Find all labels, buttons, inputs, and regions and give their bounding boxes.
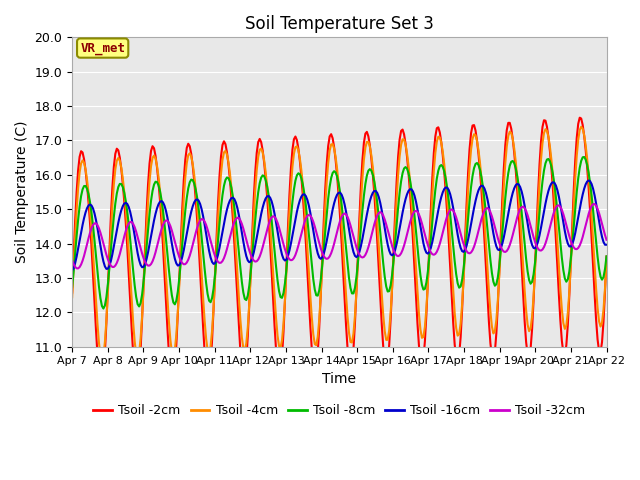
Title: Soil Temperature Set 3: Soil Temperature Set 3 — [245, 15, 434, 33]
Legend: Tsoil -2cm, Tsoil -4cm, Tsoil -8cm, Tsoil -16cm, Tsoil -32cm: Tsoil -2cm, Tsoil -4cm, Tsoil -8cm, Tsoi… — [88, 399, 590, 422]
Line: Tsoil -2cm: Tsoil -2cm — [72, 118, 607, 385]
Tsoil -32cm — [135, 240, 143, 246]
Tsoil -4cm — [577, 124, 585, 130]
Tsoil -2cm — [247, 265, 255, 271]
Tsoil -2cm — [68, 290, 76, 296]
Tsoil -16cm — [585, 178, 593, 183]
Line: Tsoil -32cm: Tsoil -32cm — [72, 204, 607, 268]
Tsoil -32cm — [603, 237, 611, 243]
Y-axis label: Soil Temperature (C): Soil Temperature (C) — [15, 121, 29, 263]
Tsoil -4cm — [98, 358, 106, 363]
Tsoil -32cm — [74, 265, 82, 271]
Tsoil -8cm — [574, 176, 582, 181]
Tsoil -2cm — [135, 368, 143, 374]
Tsoil -16cm — [228, 195, 236, 201]
Tsoil -8cm — [100, 306, 108, 312]
Tsoil -16cm — [134, 251, 141, 256]
Line: Tsoil -4cm: Tsoil -4cm — [72, 127, 607, 360]
Tsoil -32cm — [68, 257, 76, 263]
Tsoil -8cm — [580, 154, 588, 160]
Tsoil -8cm — [229, 193, 237, 199]
Tsoil -16cm — [245, 259, 253, 265]
Tsoil -2cm — [574, 121, 582, 127]
Tsoil -32cm — [574, 245, 582, 251]
Tsoil -16cm — [68, 268, 76, 274]
Tsoil -32cm — [256, 253, 264, 259]
Tsoil -8cm — [303, 216, 311, 222]
X-axis label: Time: Time — [323, 372, 356, 386]
Tsoil -4cm — [256, 147, 264, 153]
Tsoil -32cm — [591, 201, 598, 207]
Text: VR_met: VR_met — [80, 42, 125, 55]
Tsoil -32cm — [229, 223, 237, 229]
Tsoil -16cm — [302, 193, 310, 199]
Tsoil -16cm — [254, 227, 262, 232]
Tsoil -4cm — [574, 137, 582, 143]
Tsoil -4cm — [68, 294, 76, 300]
Tsoil -8cm — [247, 269, 255, 275]
Tsoil -16cm — [573, 223, 580, 228]
Tsoil -2cm — [229, 216, 237, 222]
Tsoil -4cm — [603, 258, 611, 264]
Tsoil -8cm — [135, 303, 143, 309]
Tsoil -2cm — [98, 383, 106, 388]
Tsoil -4cm — [247, 273, 255, 278]
Tsoil -4cm — [303, 244, 311, 250]
Line: Tsoil -8cm: Tsoil -8cm — [72, 157, 607, 309]
Tsoil -2cm — [603, 253, 611, 259]
Tsoil -8cm — [603, 253, 611, 259]
Tsoil -2cm — [576, 115, 584, 120]
Tsoil -8cm — [256, 180, 264, 186]
Tsoil -16cm — [603, 242, 611, 248]
Tsoil -4cm — [135, 350, 143, 356]
Tsoil -2cm — [303, 267, 311, 273]
Line: Tsoil -16cm: Tsoil -16cm — [72, 180, 607, 271]
Tsoil -32cm — [247, 252, 255, 258]
Tsoil -8cm — [68, 285, 76, 290]
Tsoil -32cm — [303, 213, 311, 219]
Tsoil -4cm — [229, 203, 237, 208]
Tsoil -2cm — [256, 136, 264, 142]
